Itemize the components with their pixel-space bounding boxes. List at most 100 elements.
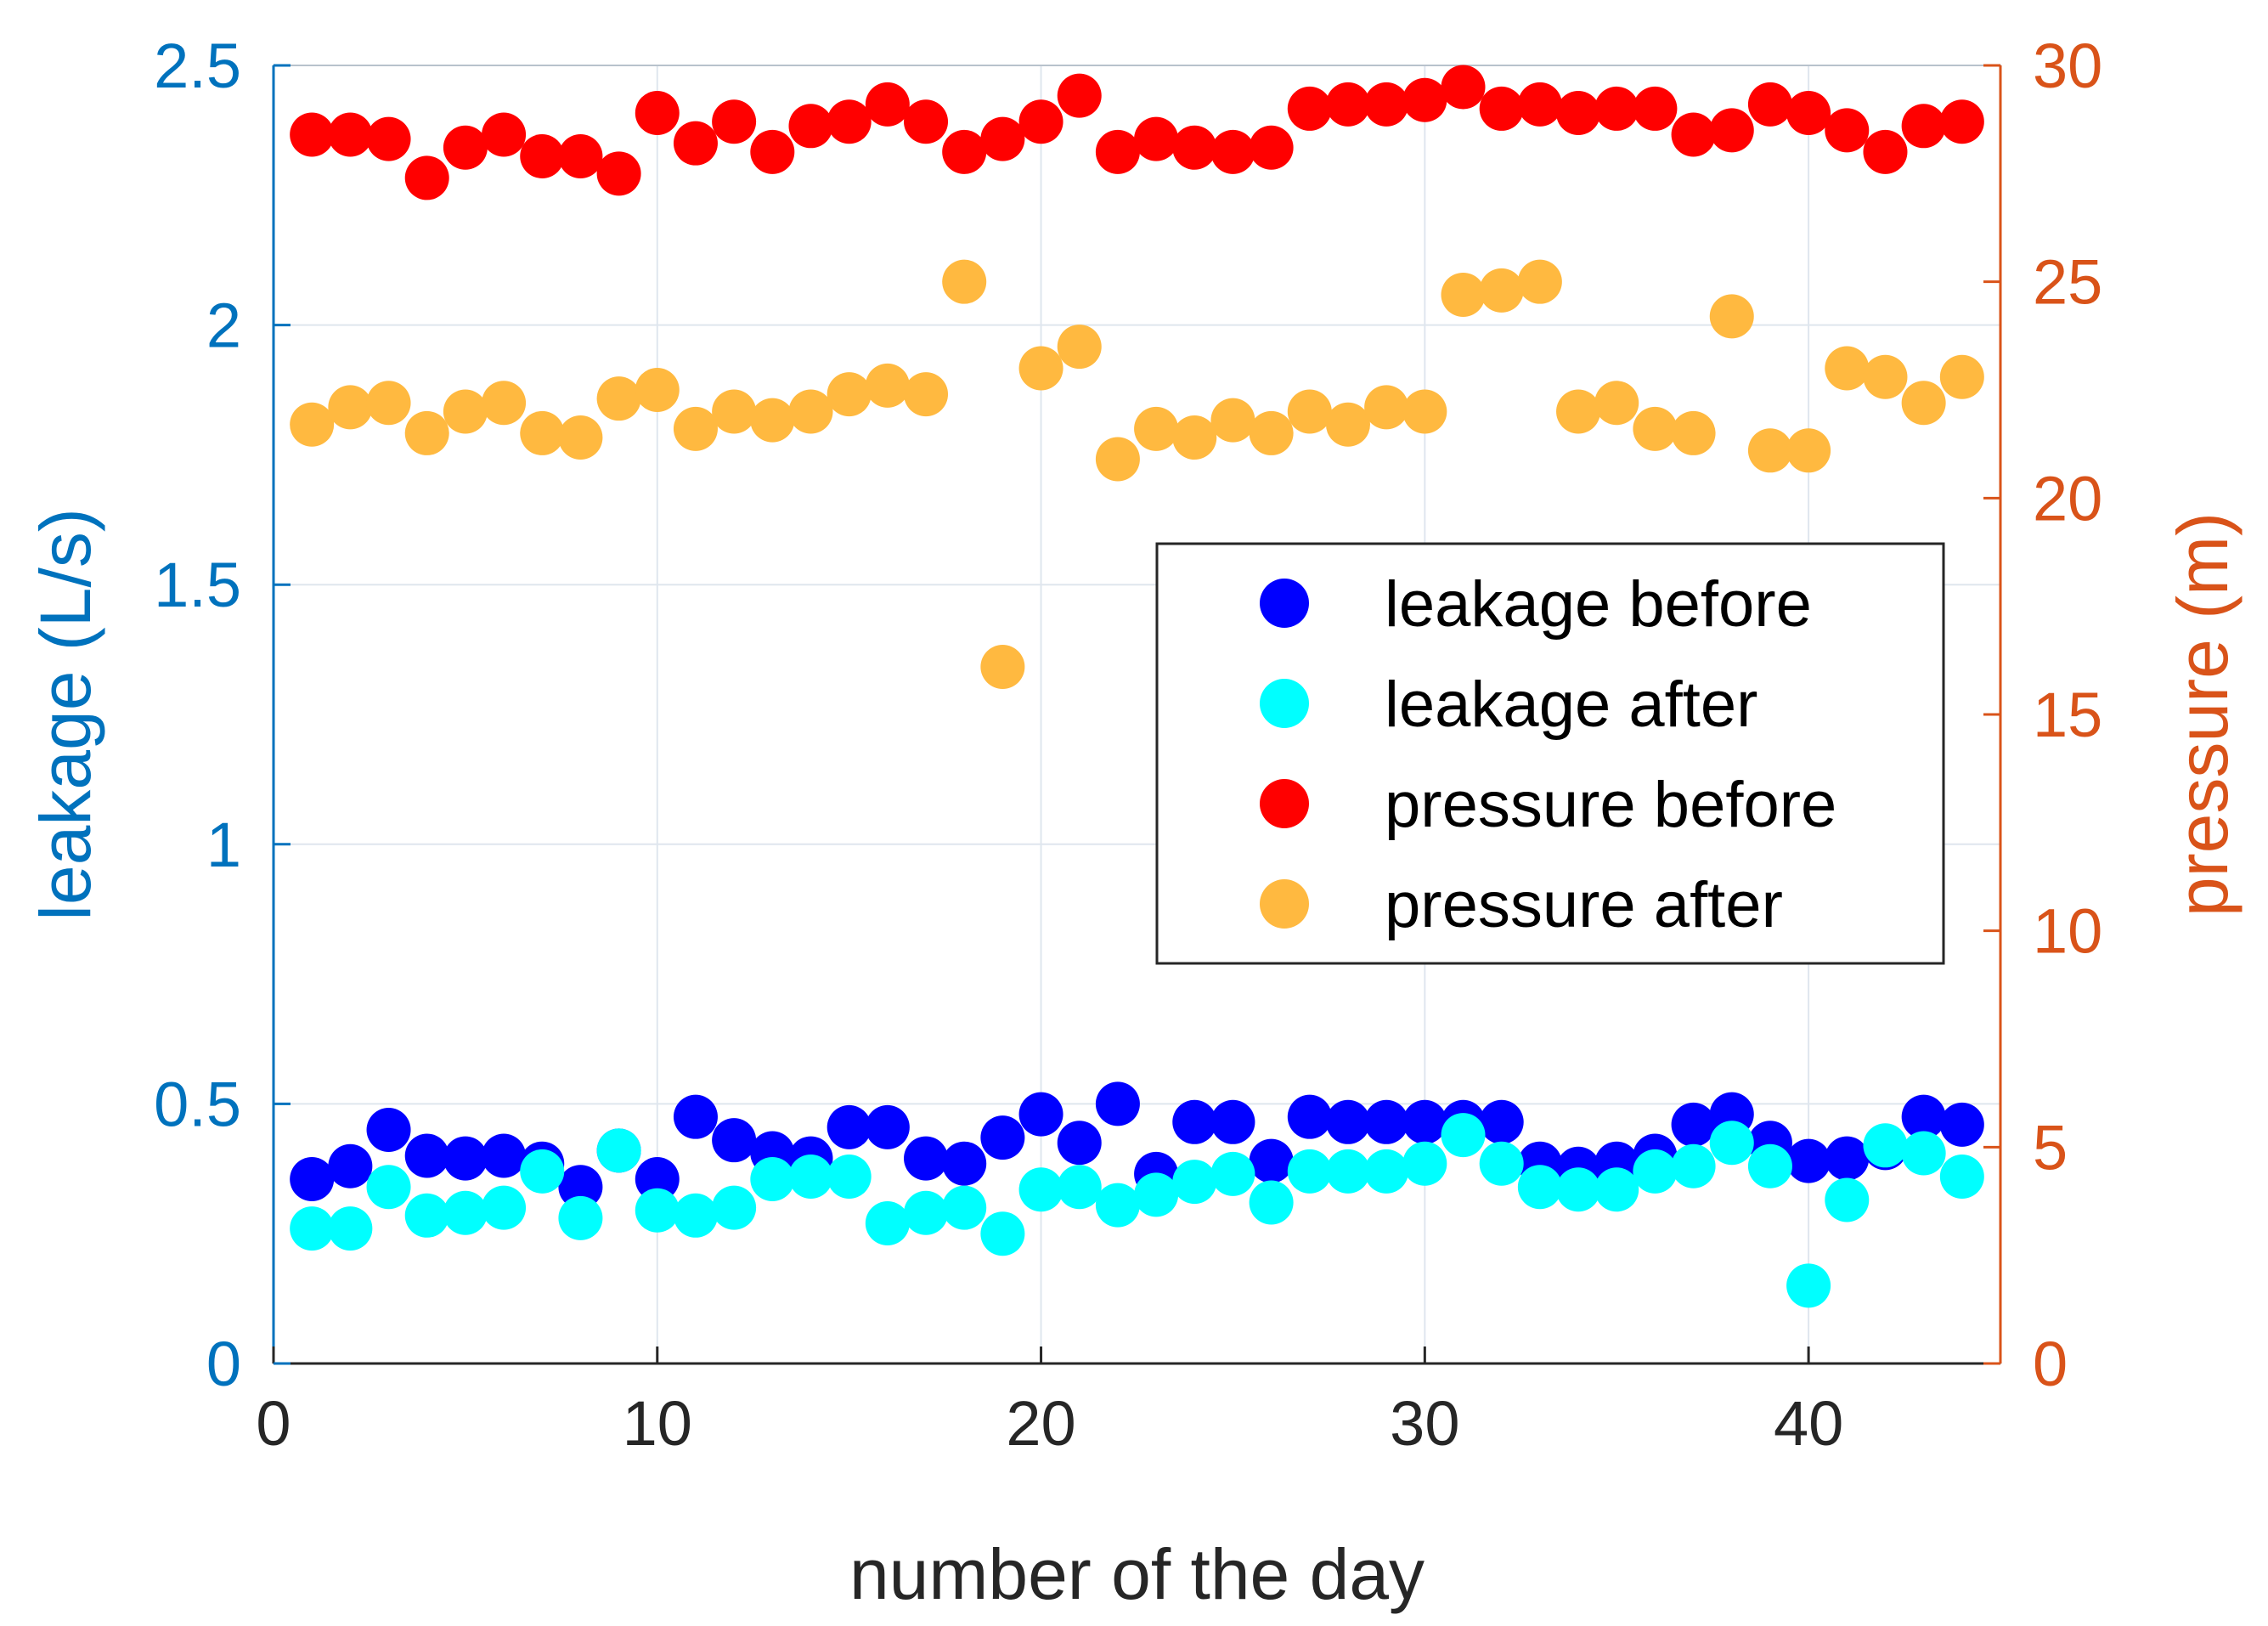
leakage-after-point [904, 1190, 949, 1235]
legend: leakage before leakage after pressure befo… [1155, 542, 1945, 965]
leakage-after-point [865, 1200, 910, 1245]
pressure-before-point [865, 82, 910, 127]
leakage-before-point [1325, 1099, 1370, 1144]
leakage-after-point [1786, 1263, 1831, 1308]
pressure-before-point [443, 125, 488, 170]
pressure-before-point [1556, 91, 1601, 136]
leakage-after-point [1134, 1172, 1179, 1217]
leakage-before-point [1057, 1121, 1102, 1166]
pressure-before-point [1134, 116, 1179, 161]
pressure-before-point [520, 133, 565, 178]
right-y-tick-label: 15 [2033, 680, 2102, 750]
leakage-before-point [328, 1143, 373, 1188]
x-tick-label: 20 [1006, 1388, 1075, 1459]
leakage-after-point [1901, 1131, 1946, 1176]
pressure-after-point [1517, 259, 1562, 304]
pressure-before-point [1939, 99, 1984, 144]
pressure-after-point [1825, 346, 1870, 391]
pressure-after-point [904, 372, 949, 417]
pressure-after-point [712, 389, 757, 434]
leakage-before-point [1402, 1099, 1447, 1144]
pressure-after-point [1594, 381, 1639, 426]
pressure-after-point [1671, 410, 1716, 455]
pressure-after-point [404, 410, 449, 455]
pressure-before-point [1249, 125, 1294, 170]
leakage-after-point [558, 1195, 603, 1240]
right-y-tick-label: 20 [2033, 463, 2102, 534]
leakage-before-point [1172, 1099, 1217, 1144]
right-y-axis-title: pressure (m) [2163, 512, 2243, 917]
pressure-before-point [1018, 99, 1063, 144]
pressure-before-point [635, 91, 680, 136]
pressure-after-point [1863, 354, 1908, 399]
leakage-after-point [1018, 1167, 1063, 1212]
pressure-after-point [1325, 402, 1370, 447]
leakage-after-point [404, 1193, 449, 1238]
leakage-after-point [596, 1128, 641, 1173]
leakage-after-point [520, 1149, 565, 1194]
leakage-before-point [635, 1157, 680, 1202]
leakage-before-point [865, 1104, 910, 1149]
pressure-after-point [1479, 268, 1524, 313]
pressure-after-point [1134, 406, 1179, 451]
leakage-after-point [1671, 1143, 1716, 1188]
pressure-before-point [1172, 125, 1217, 170]
pressure-before-point [673, 121, 718, 166]
left-y-tick-label: 2.5 [154, 31, 241, 101]
left-y-tick-label: 1.5 [154, 550, 241, 620]
leakage-before-point [1364, 1099, 1409, 1144]
leakage-after-point [1287, 1149, 1332, 1194]
legend-marker-pressure-before [1260, 779, 1309, 828]
leakage-after-point [1479, 1141, 1524, 1186]
leakage-after-point [673, 1193, 718, 1238]
leakage-after-point [1095, 1183, 1140, 1228]
leakage-after-point [1517, 1165, 1562, 1210]
pressure-before-point [1057, 73, 1102, 118]
legend-label-leakage-after: leakage after [1385, 669, 1757, 741]
legend-label-pressure-after: pressure after [1385, 869, 1783, 941]
pressure-after-point [750, 398, 795, 443]
left-y-tick-label: 0 [206, 1329, 241, 1399]
leakage-after-point [1633, 1149, 1678, 1194]
legend-label-pressure-before: pressure before [1385, 769, 1836, 841]
pressure-after-point [558, 415, 603, 460]
leakage-after-point [366, 1165, 411, 1210]
pressure-before-point [482, 112, 527, 157]
leakage-before-point [712, 1118, 757, 1163]
leakage-after-point [1747, 1143, 1792, 1188]
leakage-after-point [1441, 1113, 1486, 1158]
leakage-before-point [673, 1094, 718, 1139]
pressure-after-point [1402, 389, 1447, 434]
left-y-tick-label: 1 [206, 810, 241, 880]
right-y-tick-label: 0 [2033, 1329, 2068, 1399]
pressure-after-point [366, 381, 411, 426]
leakage-after-point [1709, 1121, 1754, 1166]
pressure-before-point [1402, 77, 1447, 122]
pressure-before-point [1633, 86, 1678, 131]
pressure-before-point [1709, 108, 1754, 153]
leakage-after-point [1364, 1149, 1409, 1194]
leakage-before-point [1287, 1094, 1332, 1139]
pressure-before-point [904, 99, 949, 144]
right-y-tick-label: 25 [2033, 247, 2102, 318]
pressure-after-point [980, 644, 1025, 689]
pressure-before-point [1671, 112, 1716, 157]
pressure-before-point [1479, 86, 1524, 131]
pressure-before-point [1287, 86, 1332, 131]
pressure-before-point [1441, 65, 1486, 110]
leakage-before-point [1939, 1102, 1984, 1147]
leakage-before-point [1479, 1099, 1524, 1144]
leakage-after-point [1210, 1151, 1255, 1196]
leakage-after-point [1863, 1123, 1908, 1168]
pressure-after-point [1095, 437, 1140, 482]
x-axis-title: number of the day [849, 1534, 1425, 1614]
leakage-before-point [1901, 1094, 1946, 1139]
leakage-after-point [1057, 1165, 1102, 1210]
pressure-before-point [328, 112, 373, 157]
pressure-after-point [788, 389, 833, 434]
pressure-after-point [596, 376, 641, 421]
pressure-after-point [1556, 389, 1601, 434]
pressure-before-point [1364, 82, 1409, 127]
